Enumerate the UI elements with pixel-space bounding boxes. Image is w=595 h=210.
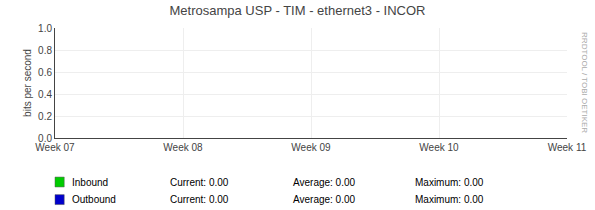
svg-text:Week 08: Week 08 <box>163 142 203 153</box>
svg-text:Inbound: Inbound <box>72 177 108 188</box>
svg-text:0.4: 0.4 <box>38 89 52 100</box>
svg-text:Metrosampa USP - TIM - etherne: Metrosampa USP - TIM - ethernet3 - INCOR <box>170 3 426 18</box>
svg-text:Week 11: Week 11 <box>548 142 587 153</box>
svg-text:Week 10: Week 10 <box>419 142 459 153</box>
svg-text:Week 07: Week 07 <box>35 142 75 153</box>
svg-text:1.0: 1.0 <box>38 23 52 34</box>
svg-text:0.0: 0.0 <box>38 133 52 144</box>
svg-text:bits per second: bits per second <box>22 49 33 117</box>
svg-text:Maximum: 0.00: Maximum: 0.00 <box>415 177 484 188</box>
svg-text:Current: 0.00: Current: 0.00 <box>170 194 229 205</box>
svg-text:Week 09: Week 09 <box>291 142 331 153</box>
svg-text:0.2: 0.2 <box>38 111 52 122</box>
svg-text:Outbound: Outbound <box>72 194 116 205</box>
svg-text:Average: 0.00: Average: 0.00 <box>293 177 356 188</box>
svg-text:RRDTOOL / TOBI OETIKER: RRDTOOL / TOBI OETIKER <box>580 32 589 133</box>
svg-text:0.6: 0.6 <box>38 67 52 78</box>
svg-text:Current: 0.00: Current: 0.00 <box>170 177 229 188</box>
svg-text:Average: 0.00: Average: 0.00 <box>293 194 356 205</box>
svg-text:Maximum: 0.00: Maximum: 0.00 <box>415 194 484 205</box>
svg-text:0.8: 0.8 <box>38 45 52 56</box>
